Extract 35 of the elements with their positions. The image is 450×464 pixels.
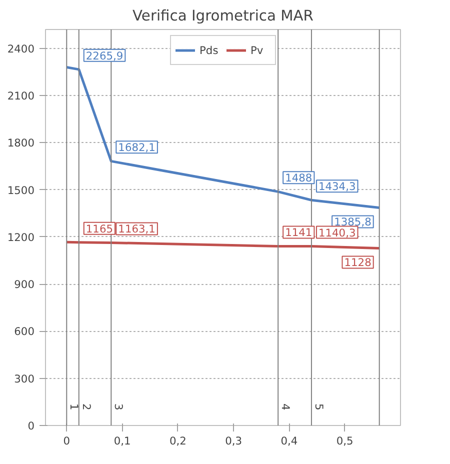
x-tick-label: 0,5 [336,434,354,448]
legend-label: Pv [250,44,264,56]
x-tick-label: 0,3 [225,434,242,448]
annotation: 4 [279,404,292,410]
data-label: 1434,3 [318,180,356,194]
annotation: 2 [80,404,93,410]
data-label: 1163,1 [118,222,156,236]
data-label: 1141 [285,226,312,240]
line-series [65,66,381,209]
legend-label: Pds [200,44,220,56]
annotation: 5 [312,404,326,410]
y-tick-label: 2100 [7,90,35,102]
data-label: 2265,9 [86,49,124,62]
y-tick-label: 600 [14,325,35,338]
y-tick-label: 0 [28,420,35,432]
x-tick-label: 0,4 [280,434,298,448]
data-label: 1488 [285,172,312,185]
x-tick-label: 0,1 [114,434,131,448]
y-tick-label: 2400 [7,42,35,56]
y-tick-label: 900 [14,278,35,292]
x-tick-label: 0,2 [169,434,186,448]
data-label: 1128 [344,256,372,270]
chart-title: Verifica Igrometrica MAR [132,8,314,24]
y-tick-label: 1500 [7,184,35,197]
data-label: 1165 [86,222,114,236]
y-tick-label: 1800 [7,136,35,150]
data-label: 1385,8 [334,216,372,229]
data-label: 1682,1 [118,141,156,154]
annotation: 3 [112,404,126,410]
line-series [65,240,381,250]
y-tick-label: 1200 [7,230,35,244]
annotation: 1 [68,404,81,410]
x-tick-label: 0 [63,434,70,448]
y-tick-label: 300 [14,372,35,386]
data-label: 1140,3 [318,226,356,240]
